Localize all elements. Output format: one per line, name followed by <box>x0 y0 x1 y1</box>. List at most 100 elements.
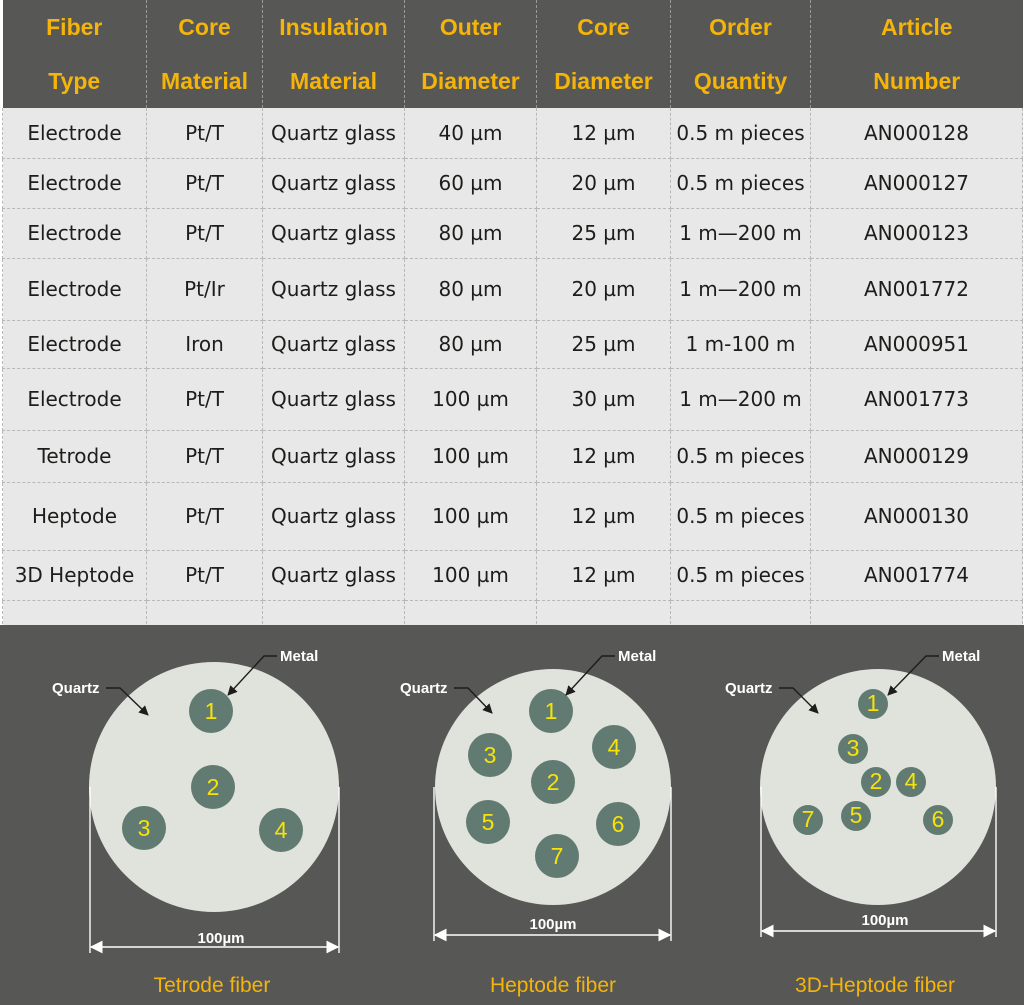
cell-outer-diameter: 100 µm <box>404 482 537 551</box>
cell-fiber-type: Electrode <box>2 320 147 369</box>
quartz-leader-line <box>779 687 819 714</box>
cell-core-material: Pt/T <box>146 430 263 483</box>
cell-order-quantity: 1 m—200 m <box>670 258 811 321</box>
cell-core-diameter: 20 µm <box>536 258 671 321</box>
cell-article-number: AN001773 <box>810 368 1023 431</box>
scale-label: 100µm <box>861 912 908 929</box>
header-fiber-type: Fiber Type <box>2 0 147 108</box>
header-outer-diameter: Outer Diameter <box>404 0 537 108</box>
cell-article-number: AN000128 <box>810 108 1023 159</box>
cell-core-diameter: 25 µm <box>536 320 671 369</box>
cell-core-material: Pt/T <box>146 550 263 601</box>
cell-core-material: Pt/T <box>146 482 263 551</box>
cell-order-quantity: 1 m—200 m <box>670 368 811 431</box>
cell-insulation-material: Quartz glass <box>262 430 405 483</box>
table-row: 3D Heptode Pt/T Quartz glass 100 µm 12 µm 0.5… <box>2 550 1023 601</box>
cell-core-diameter: 30 µm <box>536 368 671 431</box>
header-order-quantity: Order Quantity <box>670 0 811 108</box>
core-number: 2 <box>870 768 883 794</box>
table-body: Electrode Pt/T Quartz glass 40 µm 12 µm 0.5 m… <box>2 108 1023 644</box>
fiber-diagram-panel: 1 2 3 4 Quartz Metal 100µm Tetrode fiber 1 2 3 4 5 6 7… <box>0 625 1024 1005</box>
cell-order-quantity: 1 m—200 m <box>670 208 811 259</box>
table-row: Electrode Iron Quartz glass 80 µm 25 µm 1 m-1… <box>2 320 1023 369</box>
header-article-number: Article Number <box>810 0 1023 108</box>
cell-core-diameter: 25 µm <box>536 208 671 259</box>
core-number: 7 <box>802 806 815 832</box>
metal-core <box>861 767 891 797</box>
core-number: 1 <box>867 690 880 716</box>
metal-core <box>189 689 233 733</box>
cell-core-diameter: 12 µm <box>536 550 671 601</box>
cell-core-diameter: 20 µm <box>536 158 671 209</box>
core-number: 4 <box>275 817 288 843</box>
cell-core-diameter: 12 µm <box>536 430 671 483</box>
metal-core <box>841 801 871 831</box>
fiber-diagram: 1 2 3 4 Quartz Metal 100µm Tetrode fiber <box>52 648 340 997</box>
cell-outer-diameter: 80 µm <box>404 258 537 321</box>
metal-core <box>122 806 166 850</box>
metal-core <box>793 805 823 835</box>
cell-order-quantity: 1 m-100 m <box>670 320 811 369</box>
cell-outer-diameter: 80 µm <box>404 208 537 259</box>
cell-article-number: AN000123 <box>810 208 1023 259</box>
cell-article-number: AN000130 <box>810 482 1023 551</box>
metal-core <box>923 805 953 835</box>
core-number: 5 <box>482 809 495 835</box>
scale-label: 100µm <box>197 930 244 947</box>
cell-article-number: AN000129 <box>810 430 1023 483</box>
cell-insulation-material: Quartz glass <box>262 258 405 321</box>
table-header-row: Fiber Type Core Material Insulation Materia… <box>2 0 1023 108</box>
table-row: Electrode Pt/T Quartz glass 40 µm 12 µm 0.5 m… <box>2 108 1023 159</box>
core-number: 1 <box>205 698 218 724</box>
metal-leader-line <box>565 655 615 696</box>
diagram-caption: Heptode fiber <box>490 974 616 997</box>
quartz-leader-line <box>106 687 149 716</box>
cell-outer-diameter: 60 µm <box>404 158 537 209</box>
cell-order-quantity: 0.5 m pieces <box>670 108 811 159</box>
cell-outer-diameter: 100 µm <box>404 368 537 431</box>
metal-core <box>858 689 888 719</box>
metal-label: Metal <box>942 648 980 665</box>
cell-insulation-material: Quartz glass <box>262 320 405 369</box>
table-row: Electrode Pt/T Quartz glass 60 µm 20 µm 0.5 m… <box>2 158 1023 209</box>
cell-article-number: AN001772 <box>810 258 1023 321</box>
cell-core-material: Pt/T <box>146 208 263 259</box>
cell-article-number: AN000127 <box>810 158 1023 209</box>
core-number: 1 <box>545 698 558 724</box>
core-number: 4 <box>608 734 621 760</box>
cell-insulation-material: Quartz glass <box>262 158 405 209</box>
metal-core <box>259 808 303 852</box>
core-number: 3 <box>847 735 860 761</box>
cell-order-quantity: 0.5 m pieces <box>670 430 811 483</box>
cell-fiber-type: 3D Heptode <box>2 550 147 601</box>
cell-fiber-type: Electrode <box>2 158 147 209</box>
cell-outer-diameter: 40 µm <box>404 108 537 159</box>
metal-label: Metal <box>280 648 318 665</box>
cell-core-material: Pt/T <box>146 108 263 159</box>
core-number: 4 <box>905 768 918 794</box>
cell-insulation-material: Quartz glass <box>262 208 405 259</box>
cell-fiber-type: Electrode <box>2 368 147 431</box>
cell-core-material: Pt/T <box>146 368 263 431</box>
core-number: 5 <box>850 802 863 828</box>
fiber-diagram: 1 2 3 4 5 6 7 Quartz Metal 100µm Heptode fiber <box>400 648 672 997</box>
cell-fiber-type: Electrode <box>2 108 147 159</box>
header-insulation-material: Insulation Material <box>262 0 405 108</box>
table-row: Tetrode Pt/T Quartz glass 100 µm 12 µm 0.5 m … <box>2 430 1023 483</box>
cell-order-quantity: 0.5 m pieces <box>670 482 811 551</box>
cell-outer-diameter: 100 µm <box>404 430 537 483</box>
table-row: Electrode Pt/T Quartz glass 80 µm 25 µm 1 m—2… <box>2 208 1023 259</box>
scale-label: 100µm <box>529 916 576 933</box>
metal-core <box>529 689 573 733</box>
cell-outer-diameter: 100 µm <box>404 550 537 601</box>
cell-insulation-material: Quartz glass <box>262 550 405 601</box>
metal-core <box>468 733 512 777</box>
cell-fiber-type: Tetrode <box>2 430 147 483</box>
table-row: Heptode Pt/T Quartz glass 100 µm 12 µm 0.5 m … <box>2 482 1023 551</box>
cell-core-material: Pt/Ir <box>146 258 263 321</box>
cell-insulation-material: Quartz glass <box>262 368 405 431</box>
core-number: 7 <box>551 843 564 869</box>
cell-core-diameter: 12 µm <box>536 108 671 159</box>
core-number: 6 <box>932 806 945 832</box>
